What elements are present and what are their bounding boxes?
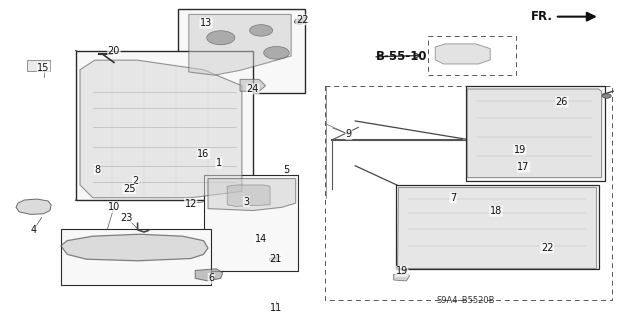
Text: 2: 2 xyxy=(132,176,139,186)
Circle shape xyxy=(269,258,278,262)
Polygon shape xyxy=(189,14,291,75)
Polygon shape xyxy=(467,89,602,178)
Text: 6: 6 xyxy=(208,273,214,284)
Polygon shape xyxy=(61,234,208,261)
Text: 19: 19 xyxy=(396,266,408,276)
Text: 16: 16 xyxy=(197,148,210,159)
Polygon shape xyxy=(227,185,270,206)
Text: 11: 11 xyxy=(270,303,283,313)
Bar xyxy=(61,229,211,285)
Text: 19: 19 xyxy=(513,145,526,155)
Text: 12: 12 xyxy=(184,198,197,209)
Text: B-55-10: B-55-10 xyxy=(376,51,428,63)
Bar xyxy=(76,51,253,200)
Polygon shape xyxy=(27,60,50,71)
Circle shape xyxy=(264,46,289,59)
Text: 7: 7 xyxy=(450,193,456,203)
Circle shape xyxy=(207,31,235,45)
Text: FR.: FR. xyxy=(531,10,553,23)
Circle shape xyxy=(250,25,273,36)
Polygon shape xyxy=(16,199,51,214)
Text: 1: 1 xyxy=(216,158,222,168)
Text: 17: 17 xyxy=(517,162,530,172)
Polygon shape xyxy=(208,179,296,211)
Text: 22: 22 xyxy=(296,15,308,25)
Bar xyxy=(178,9,305,93)
Text: 5: 5 xyxy=(284,164,290,175)
Bar xyxy=(396,185,599,269)
Polygon shape xyxy=(394,273,410,281)
Circle shape xyxy=(294,19,305,24)
Polygon shape xyxy=(397,187,596,268)
Polygon shape xyxy=(80,60,242,198)
Text: 26: 26 xyxy=(556,97,568,107)
Bar xyxy=(428,36,516,75)
Polygon shape xyxy=(195,269,223,281)
Bar xyxy=(325,86,612,300)
Text: 20: 20 xyxy=(108,45,120,56)
Polygon shape xyxy=(435,44,490,64)
Text: 8: 8 xyxy=(94,164,100,175)
Text: 21: 21 xyxy=(269,253,282,264)
Text: 10: 10 xyxy=(108,202,120,212)
Bar xyxy=(204,175,298,271)
Bar xyxy=(466,86,605,181)
Polygon shape xyxy=(240,79,266,91)
Text: 3: 3 xyxy=(243,196,250,207)
Text: 23: 23 xyxy=(120,212,133,223)
Circle shape xyxy=(602,94,611,98)
Text: 9: 9 xyxy=(346,129,352,140)
Text: 24: 24 xyxy=(246,84,259,94)
Text: 14: 14 xyxy=(255,234,268,244)
Text: 22: 22 xyxy=(541,243,554,253)
Text: S9A4–B5520B: S9A4–B5520B xyxy=(436,296,495,305)
Text: 15: 15 xyxy=(37,63,50,73)
Text: 4: 4 xyxy=(30,225,36,236)
Text: 25: 25 xyxy=(123,184,136,194)
Text: 18: 18 xyxy=(490,206,502,216)
Text: 13: 13 xyxy=(200,18,212,28)
